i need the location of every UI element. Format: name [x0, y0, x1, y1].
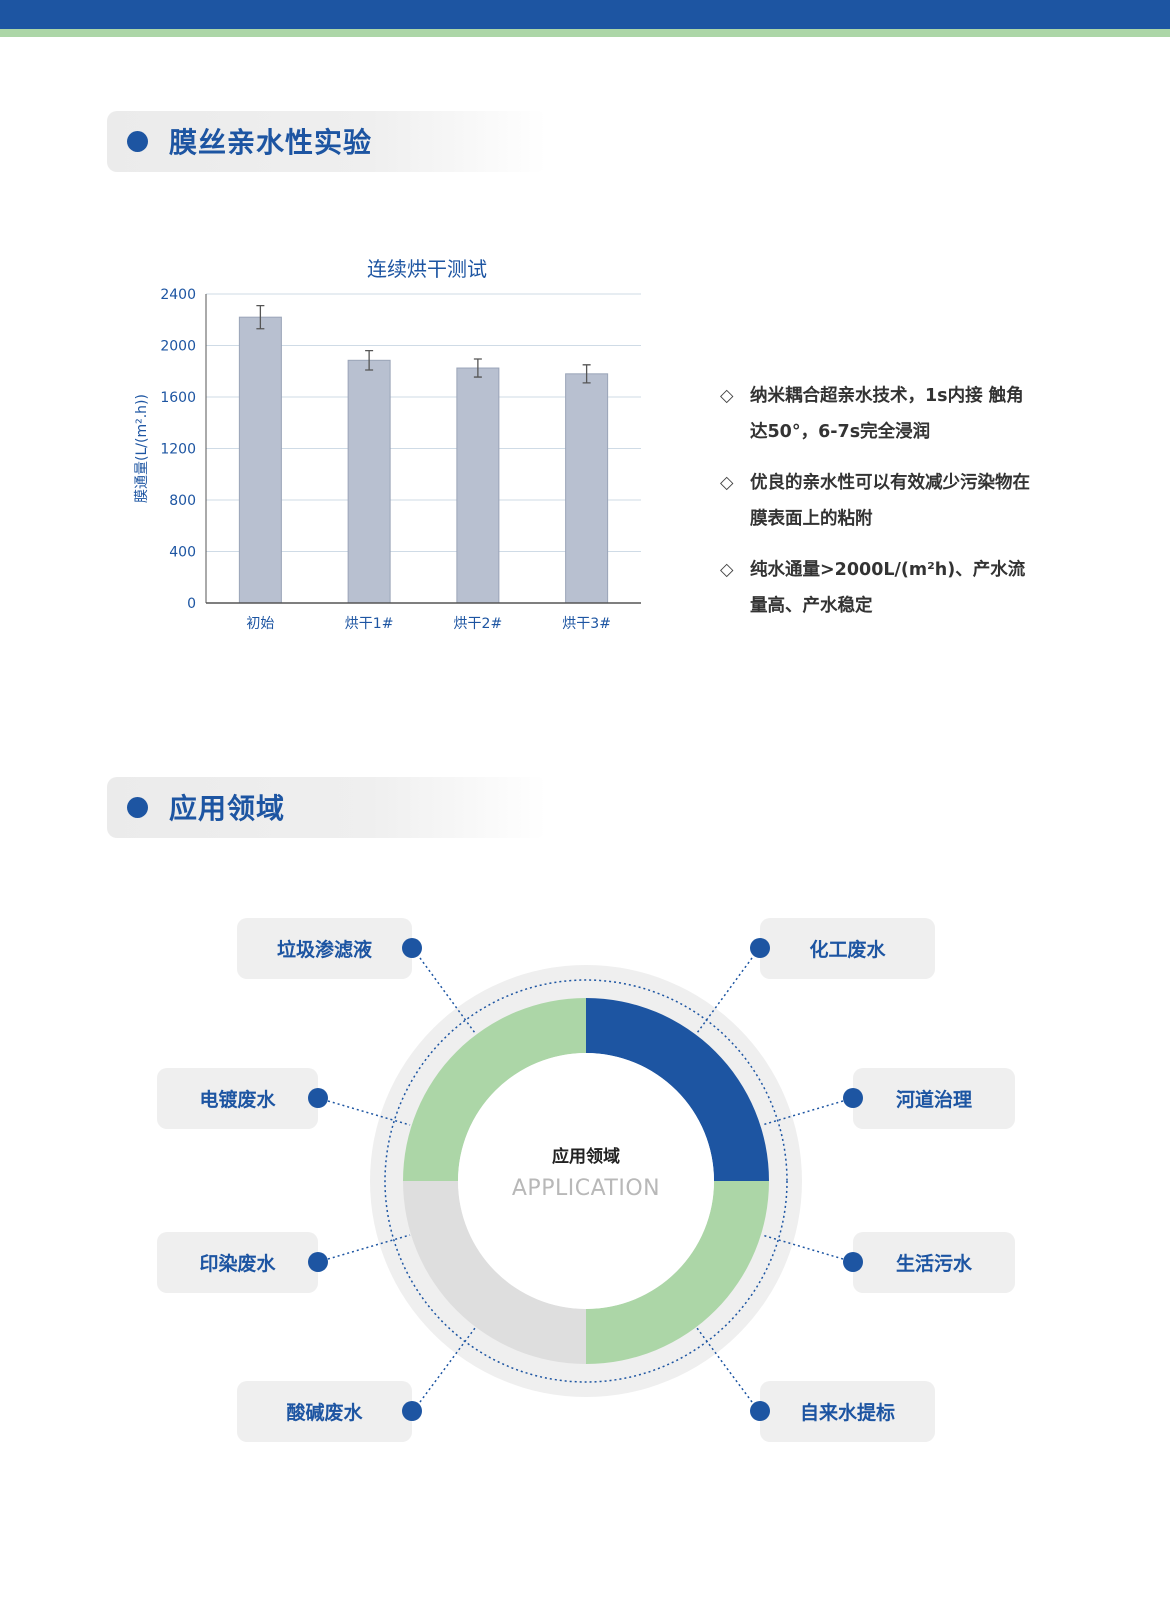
- bar-chart: 连续烘干测试 0 400 800 1200 1600 2000 2400 初始 烘干1# 烘干2# 烘…: [134, 257, 641, 632]
- error-bar: [256, 304, 265, 330]
- x-tick-label: 烘干2#: [454, 616, 503, 632]
- segment-gray: [403, 1181, 586, 1364]
- feature-text: 纯水通量>2000L/(m²h)、产水流量高、产水稳定: [750, 560, 1026, 616]
- y-tick-label: 2400: [160, 287, 196, 303]
- application-item: 生活污水: [853, 1232, 1015, 1293]
- y-tick-label: 1600: [160, 390, 196, 406]
- bar: [238, 316, 282, 604]
- x-tick-label: 烘干3#: [562, 616, 611, 632]
- error-bar: [582, 364, 591, 384]
- diamond-outline-icon: ◇: [720, 473, 734, 493]
- x-tick-label: 初始: [246, 615, 274, 632]
- application-item: 化工废水: [760, 918, 935, 979]
- application-item: 自来水提标: [760, 1381, 935, 1442]
- bar: [456, 367, 500, 604]
- feature-list: ◇ 纳米耦合超亲水技术，1s内接 触角达50°，6-7s完全浸润 ◇ 优良的亲水性可…: [720, 378, 1040, 639]
- feature-item: ◇ 优良的亲水性可以有效减少污染物在膜表面上的粘附: [720, 465, 1040, 537]
- application-item: 酸碱废水: [237, 1381, 412, 1442]
- segment-green: [403, 998, 586, 1181]
- y-tick-label: 800: [169, 493, 196, 509]
- error-bar: [473, 358, 482, 378]
- bullet-dot-icon: [127, 797, 148, 818]
- diamond-outline-icon: ◇: [720, 386, 734, 406]
- section-title: 应用领域: [169, 792, 286, 825]
- segment-green: [586, 1181, 769, 1364]
- donut-center-subtitle: APPLICATION: [511, 1176, 661, 1201]
- dotted-ring: [384, 979, 788, 1383]
- segment-blue: [586, 998, 769, 1181]
- top-accent-stripe: [0, 29, 1170, 37]
- application-item: 印染废水: [157, 1232, 318, 1293]
- feature-item: ◇ 纯水通量>2000L/(m²h)、产水流量高、产水稳定: [720, 552, 1040, 624]
- feature-text: 优良的亲水性可以有效减少污染物在膜表面上的粘附: [750, 473, 1030, 529]
- application-item: 河道治理: [853, 1068, 1015, 1129]
- error-bar: [365, 350, 374, 371]
- application-item: 电镀废水: [157, 1068, 318, 1129]
- chart-title: 连续烘干测试: [367, 257, 487, 281]
- bar: [347, 359, 391, 604]
- top-banner-bar: [0, 0, 1170, 29]
- feature-text: 纳米耦合超亲水技术，1s内接 触角达50°，6-7s完全浸润: [750, 386, 1024, 442]
- y-tick-label: 1200: [160, 442, 196, 458]
- x-tick-label: 烘干1#: [345, 616, 394, 632]
- donut-center-title: 应用领域: [552, 1147, 620, 1167]
- bar: [565, 373, 609, 604]
- y-axis-label: 膜通量(L/(m².h)): [134, 394, 150, 503]
- y-tick-label: 2000: [160, 339, 196, 355]
- section-header-application: 应用领域: [107, 777, 547, 838]
- feature-item: ◇ 纳米耦合超亲水技术，1s内接 触角达50°，6-7s完全浸润: [720, 378, 1040, 450]
- connector-lines: [327, 957, 844, 1403]
- section-title: 膜丝亲水性实验: [169, 126, 373, 159]
- y-tick-label: 400: [169, 545, 196, 561]
- bullet-dot-icon: [127, 131, 148, 152]
- diamond-outline-icon: ◇: [720, 560, 734, 580]
- donut-hole: [458, 1053, 714, 1309]
- y-tick-label: 0: [187, 596, 196, 612]
- section-header-hydrophilic: 膜丝亲水性实验: [107, 111, 547, 172]
- application-item: 垃圾渗滤液: [237, 918, 412, 979]
